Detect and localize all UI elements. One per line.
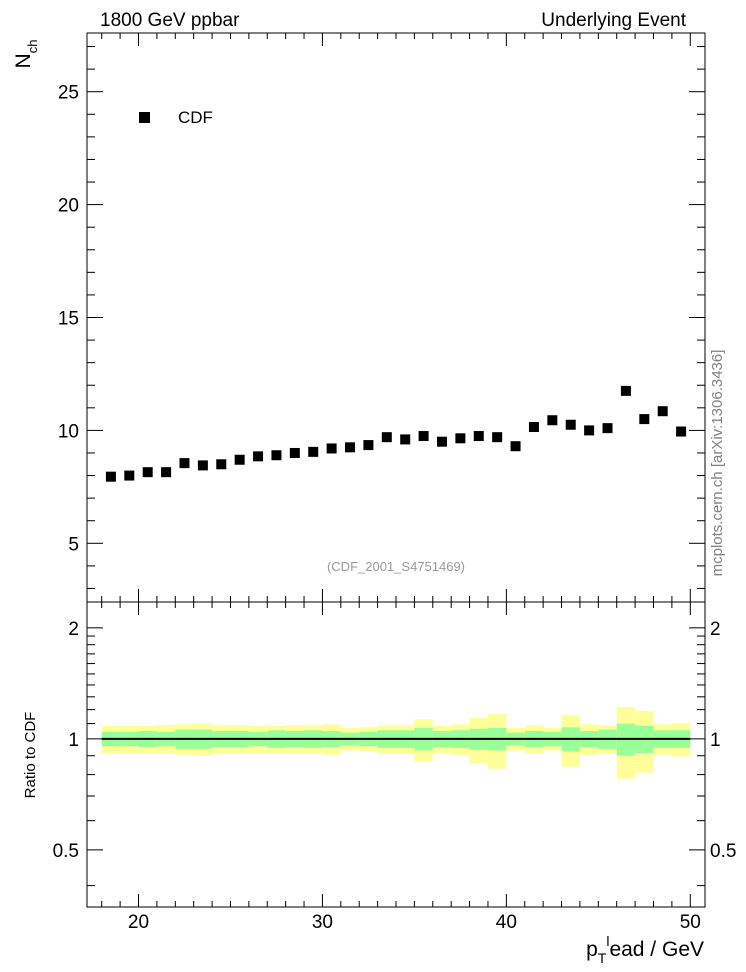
x-tick-label: 50 — [680, 912, 701, 933]
ratio-y-tick-label-right: 0.5 — [710, 841, 736, 862]
x-tick-label: 20 — [128, 912, 149, 933]
data-point — [639, 414, 650, 425]
data-point — [253, 451, 264, 462]
main-y-tick-labels: 5 10 15 20 25 — [58, 83, 79, 556]
data-point — [289, 447, 300, 458]
ratio-axis-ticks — [87, 602, 705, 907]
right-title: Underlying Event — [541, 10, 686, 31]
data-point — [161, 467, 172, 478]
data-point — [492, 432, 503, 443]
data-point — [124, 470, 135, 481]
data-point — [179, 458, 190, 469]
ratio-uncertainty-bands — [101, 707, 691, 779]
data-point — [381, 432, 392, 443]
main-axis-ticks — [87, 33, 705, 602]
main-y-tick-label: 15 — [58, 309, 79, 330]
data-point — [602, 423, 613, 434]
data-point — [142, 467, 153, 478]
legend-marker-icon — [139, 112, 150, 123]
data-point — [197, 460, 208, 471]
watermark: mcplots.cern.ch [arXiv:1306.3436] — [709, 350, 726, 577]
data-point — [326, 443, 337, 454]
data-point — [271, 450, 282, 461]
ratio-y-tick-label-right: 2 — [710, 619, 721, 640]
main-y-tick-label: 5 — [68, 534, 79, 555]
data-point — [547, 415, 558, 426]
ratio-y-tick-label-left: 0.5 — [53, 841, 79, 862]
main-y-tick-label: 20 — [58, 196, 79, 217]
main-y-tick-label: 25 — [58, 83, 79, 104]
data-point — [657, 406, 668, 417]
ratio-panel-frame — [86, 601, 706, 908]
data-point — [620, 385, 631, 396]
ratio-y-tick-labels: 0.5 0.5 1 1 2 2 — [53, 619, 737, 862]
data-point — [436, 436, 447, 447]
data-point — [528, 422, 539, 433]
legend-label: CDF — [178, 108, 213, 127]
data-point — [308, 446, 319, 457]
main-y-tick-label: 10 — [58, 421, 79, 442]
x-axis-label: pTlead / GeV — [586, 933, 704, 966]
ratio-y-tick-label-right: 1 — [710, 730, 721, 751]
ratio-y-tick-label-left: 2 — [68, 619, 79, 640]
cdf-data-markers — [105, 385, 687, 482]
left-title: 1800 GeV ppbar — [100, 10, 240, 31]
data-point — [400, 434, 411, 445]
data-point — [510, 441, 521, 452]
data-point — [105, 471, 116, 482]
ratio-y-tick-label-left: 1 — [68, 730, 79, 751]
data-point — [584, 425, 595, 436]
data-point — [565, 419, 576, 430]
data-point — [234, 454, 245, 465]
data-point — [455, 433, 466, 444]
data-point — [363, 440, 374, 451]
analysis-label: (CDF_2001_S4751469) — [327, 559, 465, 574]
data-point — [216, 459, 227, 470]
data-point — [418, 431, 429, 442]
data-point — [473, 431, 484, 442]
data-point — [676, 426, 687, 437]
x-tick-labels: 20 30 40 50 — [128, 912, 701, 933]
ratio-y-axis-label: Ratio to CDF — [22, 712, 39, 799]
data-point — [345, 442, 356, 453]
x-tick-label: 30 — [312, 912, 333, 933]
main-y-axis-label: Nch — [12, 40, 40, 69]
x-tick-label: 40 — [496, 912, 517, 933]
